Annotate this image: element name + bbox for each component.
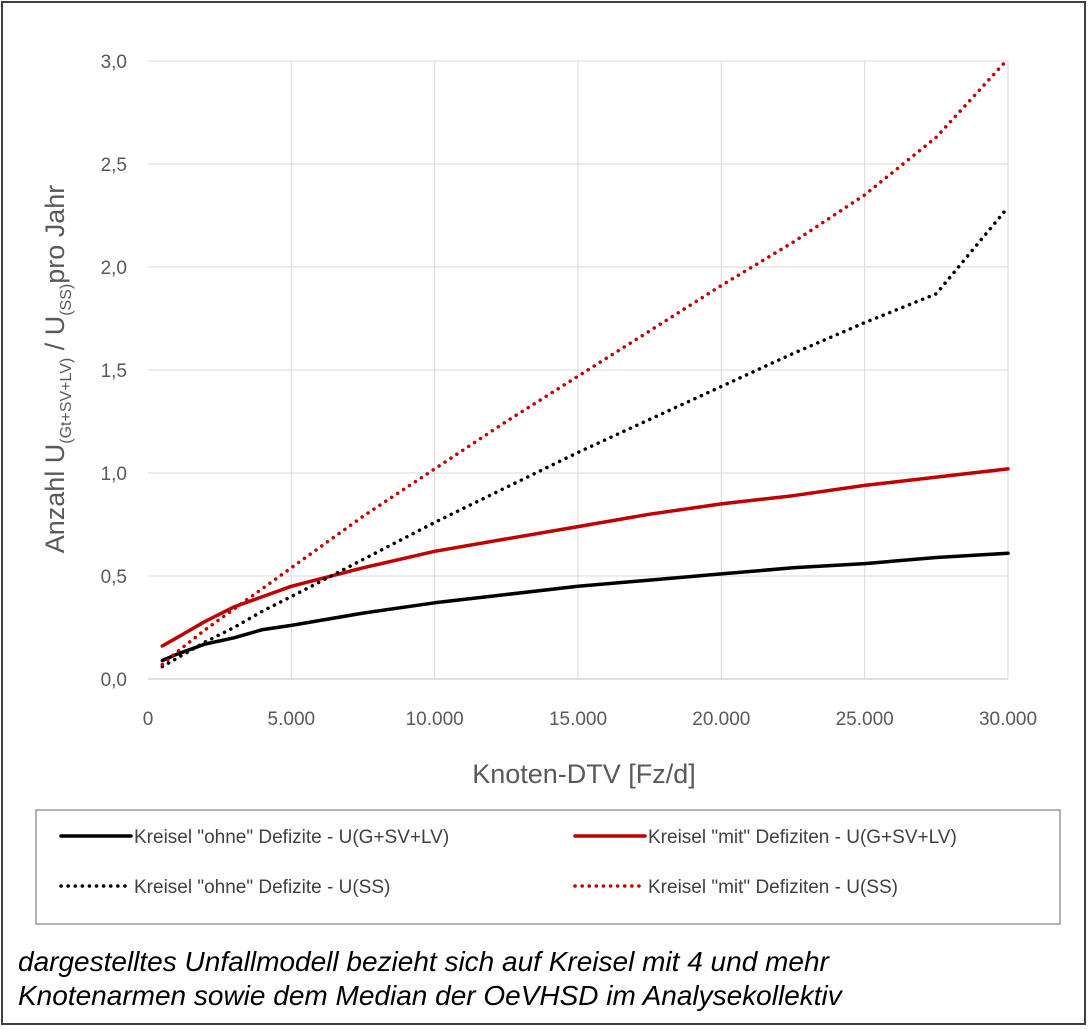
chart-grid (148, 60, 1009, 680)
y-axis-title-suffix: pro Jahr (40, 185, 70, 284)
y-tick-label: 1,0 (101, 464, 127, 485)
chart-series (160, 57, 1010, 669)
series-line-4 (160, 57, 1010, 667)
series-line-1 (160, 551, 1010, 663)
x-tick-label: 30.000 (979, 709, 1037, 730)
legend-label-2: Kreisel "mit" Defiziten - U(G+SV+LV) (648, 827, 957, 848)
y-axis-title-prefix: Anzahl U (40, 444, 70, 554)
x-tick-label: 5.000 (268, 709, 316, 730)
legend-box (35, 809, 1061, 925)
x-tick-label: 25.000 (836, 709, 894, 730)
y-tick-label: 0,0 (101, 670, 127, 691)
y-axis-title-subscript-2: (SS) (58, 284, 75, 316)
x-tick-label: 20.000 (692, 709, 750, 730)
chart-legend: Kreisel "ohne" Defizite - U(G+SV+LV) Krei… (59, 827, 957, 898)
axis-ticks: 0,0 0,5 1,0 1,5 2,0 2,5 3,0 0 5.000 10.000 15.000 2… (101, 52, 1037, 730)
y-axis-title: Anzahl U(Gt+SV+LV) / U(SS)pro Jahr (40, 185, 75, 554)
y-tick-label: 0,5 (101, 567, 127, 588)
y-tick-label: 2,0 (101, 258, 127, 279)
legend-label-3: Kreisel "ohne" Defizite - U(SS) (134, 877, 390, 898)
x-tick-label: 10.000 (406, 709, 464, 730)
series-line-3 (160, 205, 1010, 669)
legend-label-4: Kreisel "mit" Defiziten - U(SS) (648, 877, 898, 898)
series-line-2 (160, 467, 1010, 648)
legend-label-1: Kreisel "ohne" Defizite - U(G+SV+LV) (134, 827, 449, 848)
figure-caption: dargestelltes Unfallmodell bezieht sich … (18, 945, 1078, 1013)
x-tick-label: 15.000 (549, 709, 607, 730)
line-chart: 0,0 0,5 1,0 1,5 2,0 2,5 3,0 0 5.000 10.000 15.000 2… (35, 52, 1061, 925)
caption-line-1: dargestelltes Unfallmodell bezieht sich … (18, 946, 829, 977)
y-axis-title-subscript-1: (Gt+SV+LV) (58, 358, 75, 444)
y-axis-title-mid: / U (40, 316, 70, 358)
y-tick-label: 1,5 (101, 361, 127, 382)
x-tick-label: 0 (143, 709, 154, 730)
y-tick-label: 3,0 (101, 52, 127, 73)
x-axis-title: Knoten-DTV [Fz/d] (472, 759, 696, 789)
caption-line-2: Knotenarmen sowie dem Median der OeVHSD … (18, 980, 842, 1011)
y-tick-label: 2,5 (101, 155, 127, 176)
